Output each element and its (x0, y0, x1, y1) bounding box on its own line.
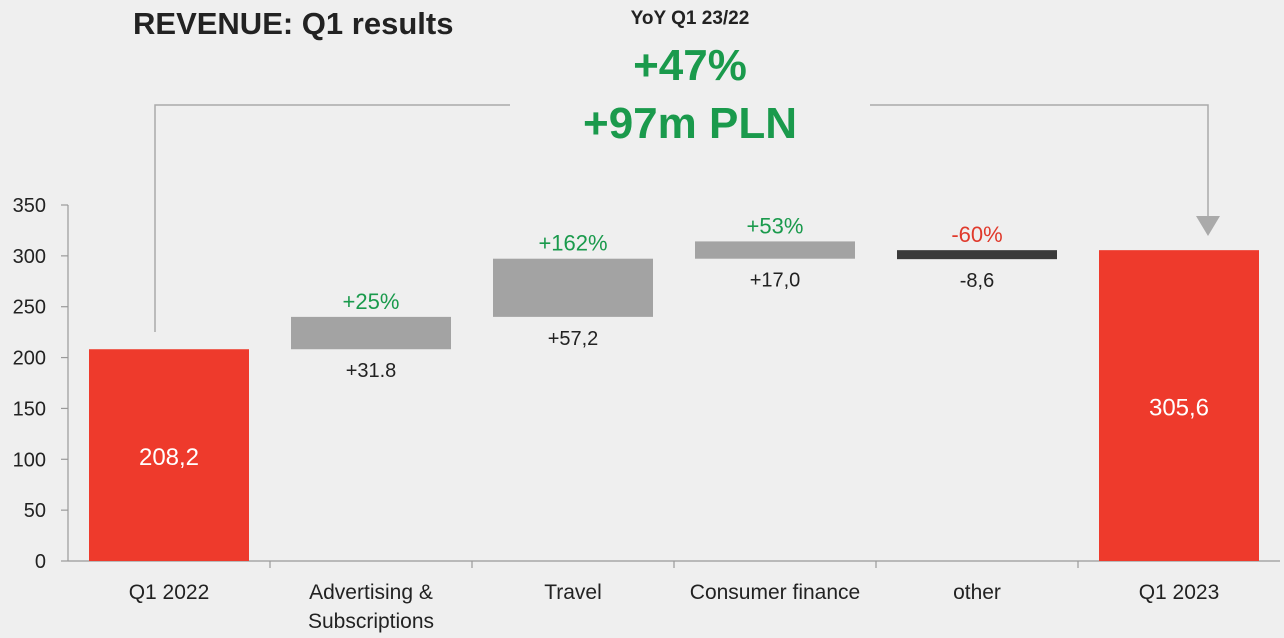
y-tick-label: 0 (35, 551, 46, 573)
yoy-percent: +47% (633, 41, 747, 90)
bar-value-label: 208,2 (139, 444, 199, 471)
yoy-label: YoY Q1 23/22 (631, 8, 750, 29)
bar-3 (695, 241, 855, 259)
category-label: Advertising & (309, 581, 433, 604)
bar-labels: 208,2 +25% +31.8 +162% +57,2 +53% +17,0 -60% -8,… (139, 213, 1209, 471)
bar-change-percent: -60% (951, 222, 1002, 247)
category-label: Travel (544, 581, 602, 604)
bar-delta-label: +31.8 (346, 360, 397, 382)
bar-1 (291, 316, 451, 350)
axes: 0 50 100 150 200 250 300 350 (13, 195, 1280, 573)
connector-left (154, 104, 510, 332)
bar-change-percent: +25% (343, 289, 400, 314)
y-tick-label: 150 (13, 398, 46, 420)
connector-right (870, 104, 1209, 218)
bar-5 (1099, 250, 1259, 562)
bar-value-label: 305,6 (1149, 395, 1209, 422)
connector-arrowhead (1196, 216, 1220, 236)
bar-delta-label: +57,2 (548, 328, 599, 350)
category-label: Q1 2023 (1139, 581, 1220, 604)
y-tick-label: 100 (13, 449, 46, 471)
category-label: Consumer finance (690, 581, 860, 604)
bar-delta-label: +17,0 (750, 270, 801, 292)
category-label: Q1 2022 (129, 581, 210, 604)
category-label: Subscriptions (308, 610, 434, 633)
y-tick-label: 350 (13, 195, 46, 217)
y-tick-label: 300 (13, 246, 46, 268)
chart-title: REVENUE: Q1 results (133, 6, 453, 41)
bar-4 (897, 250, 1057, 260)
yoy-connector (154, 104, 1220, 332)
bar-delta-label: -8,6 (960, 270, 994, 292)
yoy-amount: +97m PLN (583, 99, 797, 148)
category-label: other (953, 581, 1001, 604)
bars (89, 241, 1259, 562)
bar-0 (89, 349, 249, 561)
y-tick-label: 50 (24, 500, 46, 522)
category-labels: Q1 2022 Advertising & Subscriptions Travel C… (129, 581, 1220, 633)
y-tick-label: 250 (13, 297, 46, 319)
y-tick-label: 200 (13, 348, 46, 370)
bar-2 (493, 258, 653, 317)
bar-change-percent: +53% (747, 213, 804, 238)
bar-change-percent: +162% (538, 231, 607, 256)
